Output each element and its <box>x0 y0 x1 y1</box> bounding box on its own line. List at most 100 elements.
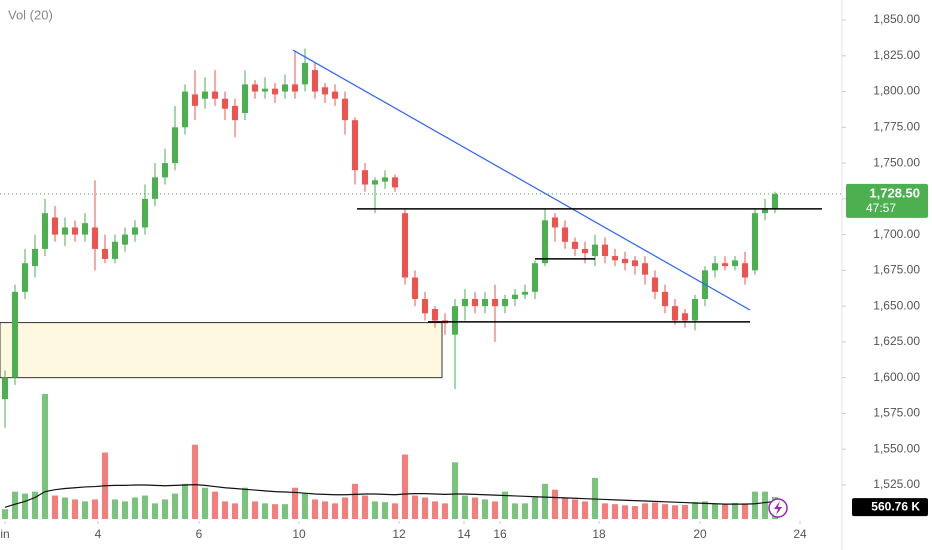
candle-body <box>462 298 468 307</box>
y-tick-label: 1,650.00 <box>873 298 920 312</box>
candle-body <box>262 88 268 92</box>
volume-bar <box>742 503 748 519</box>
candle-body <box>502 298 508 307</box>
candle-body <box>762 208 768 214</box>
x-tick-label: 16 <box>493 527 507 541</box>
x-tick-label: 4 <box>95 527 102 541</box>
candle-body <box>682 313 688 321</box>
candle-body <box>32 248 38 267</box>
candle-body <box>332 91 338 99</box>
volume-bar <box>282 504 288 519</box>
volume-bar <box>702 501 708 519</box>
candle-body <box>2 377 8 400</box>
candle-body <box>592 244 598 257</box>
candle-body <box>752 213 758 271</box>
volume-bar <box>202 487 208 519</box>
volume-bar <box>162 499 168 519</box>
last-volume-box <box>852 498 928 517</box>
y-tick-label: 1,825.00 <box>873 48 920 62</box>
candle-body <box>692 298 698 321</box>
volume-bar <box>342 497 348 519</box>
volume-bar <box>392 503 398 519</box>
volume-bar <box>762 491 768 519</box>
zone <box>0 322 443 379</box>
y-tick-label: 1,575.00 <box>873 406 920 420</box>
volume-bar <box>692 502 698 519</box>
volume-bar <box>112 499 118 519</box>
candle-body <box>152 177 158 199</box>
x-tick-label: 24 <box>793 527 807 541</box>
candle-body <box>82 223 88 235</box>
candle-body <box>272 88 278 95</box>
volume-bar <box>752 491 758 519</box>
candle-body <box>292 84 298 92</box>
volume-bar <box>542 483 548 519</box>
candle-body <box>182 91 188 128</box>
candle-body <box>252 84 258 92</box>
volume-title: Vol (20) <box>8 7 53 22</box>
volume-bar <box>302 493 308 519</box>
volume-bar <box>582 501 588 519</box>
x-tick-label: 6 <box>196 527 203 541</box>
volume-bar <box>402 454 408 519</box>
volume-bar <box>222 501 228 519</box>
candle-body <box>112 241 118 259</box>
candle-body <box>452 306 458 335</box>
volume-bar <box>52 495 58 519</box>
volume-bar <box>312 499 318 519</box>
candle-body <box>12 291 18 378</box>
volume-bar <box>362 495 368 519</box>
volume-bar <box>42 393 48 519</box>
y-tick-label: 1,675.00 <box>873 263 920 277</box>
x-tick-label: 14 <box>457 527 471 541</box>
candle-body <box>122 234 128 245</box>
candle-body <box>432 308 438 321</box>
candle-body <box>642 263 648 275</box>
candle-body <box>62 227 68 235</box>
candle-body <box>222 98 228 109</box>
candle-body <box>382 177 388 182</box>
candle-body <box>622 258 628 264</box>
candle-body <box>312 70 318 92</box>
candle-body <box>412 277 418 299</box>
candle-body <box>732 260 738 267</box>
volume-bar <box>712 503 718 519</box>
candle-body <box>242 84 248 114</box>
volume-bar <box>262 503 268 519</box>
volume-bar <box>352 483 358 519</box>
volume-bar <box>142 495 148 519</box>
candle-body <box>52 217 58 235</box>
candle-body <box>612 256 618 261</box>
volume-bar <box>292 487 298 519</box>
candle-body <box>632 260 638 267</box>
candle-body <box>582 248 588 254</box>
volume-bar <box>72 499 78 519</box>
volume-bar <box>472 497 478 519</box>
x-tick-label: 18 <box>592 527 606 541</box>
candle-body <box>422 298 428 314</box>
volume-bar <box>562 497 568 519</box>
candle-body <box>662 291 668 307</box>
candle-body <box>742 263 748 278</box>
candle-body <box>512 294 518 299</box>
volume-bar <box>92 499 98 519</box>
candle-body <box>522 291 528 295</box>
y-tick-label: 1,775.00 <box>873 119 920 133</box>
volume-bar <box>442 503 448 519</box>
volume-bar <box>182 483 188 519</box>
last-volume-label: 560.76 K <box>871 499 920 513</box>
candle-body <box>652 277 658 292</box>
volume-bar <box>632 506 638 519</box>
candle-body <box>722 263 728 267</box>
alert-bolt <box>774 501 782 515</box>
last-price-box <box>846 183 928 218</box>
candle-body <box>72 227 78 235</box>
volume-bar <box>2 509 8 519</box>
volume-bar <box>32 491 38 519</box>
candle-body <box>282 84 288 92</box>
candle-body <box>342 98 348 121</box>
volume-bar <box>172 493 178 519</box>
candle-body <box>302 62 308 85</box>
candle-body <box>102 248 108 259</box>
candle-body <box>392 177 398 188</box>
